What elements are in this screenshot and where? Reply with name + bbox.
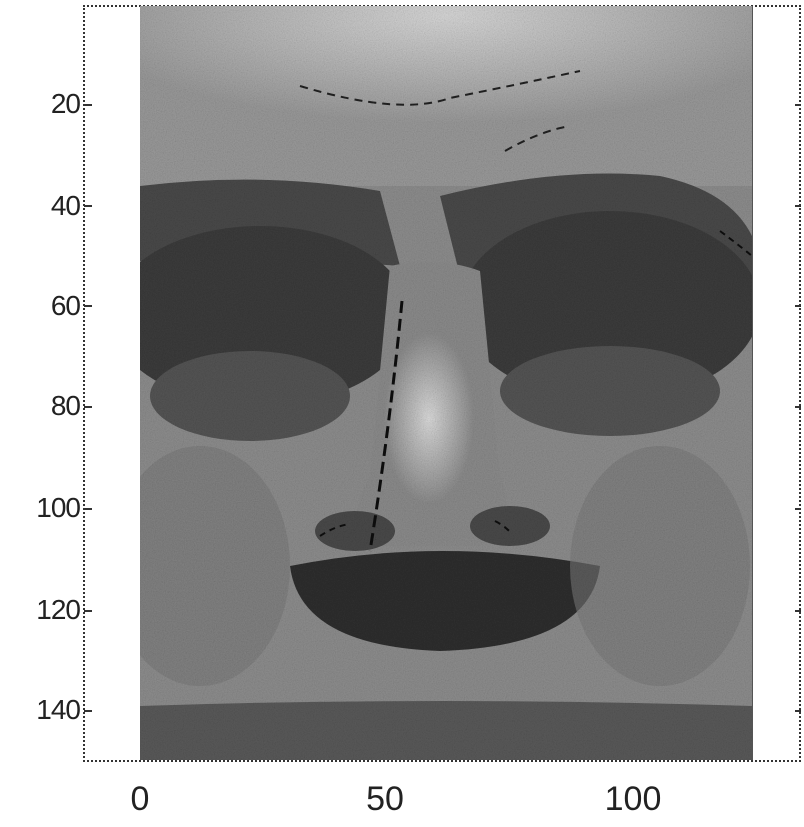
y-tick-mark-right: [795, 710, 801, 712]
y-tick-mark: [84, 305, 92, 307]
y-tick-mark: [84, 205, 92, 207]
y-tick-label: 120: [2, 594, 80, 626]
y-tick-mark: [84, 104, 92, 106]
y-tick-mark-right: [795, 610, 801, 612]
x-tick-label: 100: [573, 780, 693, 819]
y-tick-label: 100: [2, 492, 80, 524]
y-tick-mark: [84, 406, 92, 408]
x-tick-label: 50: [325, 780, 445, 819]
y-tick-mark-right: [795, 305, 801, 307]
y-tick-mark-right: [795, 406, 801, 408]
y-tick-mark: [84, 508, 92, 510]
grayscale-face-photo-icon: [140, 6, 752, 760]
y-tick-mark-right: [795, 508, 801, 510]
y-tick-label: 60: [2, 290, 80, 322]
x-tick-label: 0: [80, 780, 200, 819]
y-tick-label: 40: [2, 190, 80, 222]
y-tick-mark-right: [795, 205, 801, 207]
image-right-edge: [752, 6, 753, 760]
y-tick-mark-right: [795, 104, 801, 106]
face-image: [140, 6, 752, 760]
y-tick-label: 20: [2, 88, 80, 120]
y-tick-label: 140: [2, 694, 80, 726]
y-tick-label: 80: [2, 390, 80, 422]
y-tick-mark: [84, 610, 92, 612]
y-tick-mark: [84, 710, 92, 712]
